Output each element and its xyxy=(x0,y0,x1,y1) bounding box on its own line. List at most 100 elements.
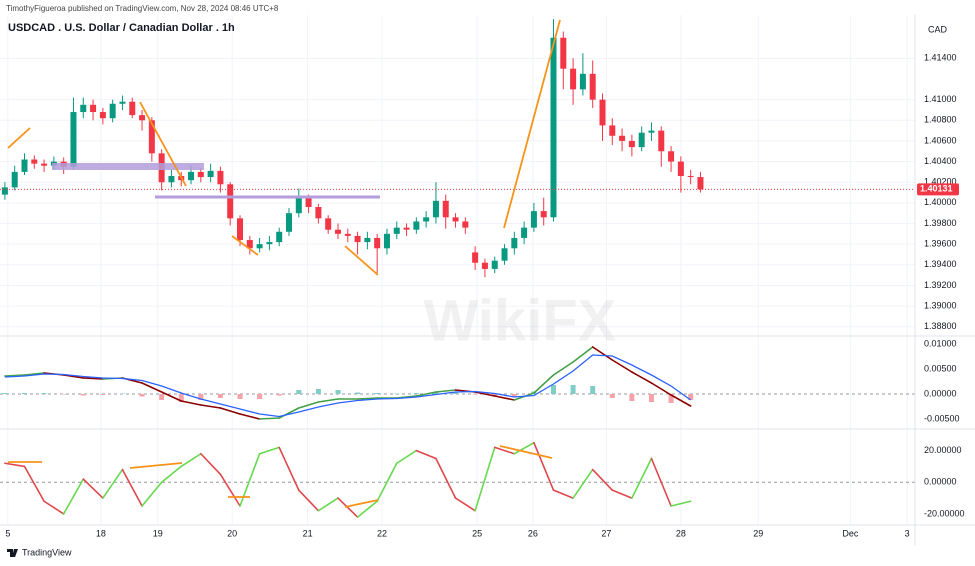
histogram-bar xyxy=(453,392,459,394)
candle-body xyxy=(393,227,400,234)
candle-body xyxy=(119,101,126,104)
candle-body xyxy=(129,101,136,116)
brand-logo xyxy=(7,549,18,557)
y-tick-label: 1.39000 xyxy=(924,300,957,310)
x-tick-label: 18 xyxy=(96,528,106,538)
x-tick-label: 21 xyxy=(303,528,313,538)
series-segment xyxy=(160,465,183,484)
candle-body xyxy=(11,171,18,188)
x-tick-label: 25 xyxy=(472,528,482,538)
series-segment xyxy=(454,497,476,512)
publisher: TimothyFigueroa published on TradingView… xyxy=(6,4,279,13)
candle-body xyxy=(599,99,606,126)
series-segment xyxy=(356,500,378,518)
histogram-bar xyxy=(217,394,223,398)
candle-body xyxy=(413,221,420,230)
candle-body xyxy=(276,231,283,243)
y-tick-label: 1.38800 xyxy=(924,321,957,331)
trendline xyxy=(344,499,379,508)
histogram-bar xyxy=(394,393,400,394)
trendline xyxy=(344,245,379,276)
series-segment xyxy=(43,500,65,515)
histogram-bar xyxy=(688,394,694,400)
candle-body xyxy=(285,213,292,232)
y-tick-label: 0.00000 xyxy=(924,388,957,398)
candle-body xyxy=(668,151,675,162)
chart-title: USDCAD . U.S. Dollar / Canadian Dollar .… xyxy=(8,22,235,34)
series-line xyxy=(4,354,692,418)
candle-body xyxy=(677,161,684,177)
candle-body xyxy=(589,73,596,100)
histogram-bar xyxy=(551,385,557,394)
series-segment xyxy=(572,346,594,363)
histogram-bar xyxy=(668,394,674,403)
y-tick-label: 1.39400 xyxy=(924,259,957,269)
x-tick-label: Dec xyxy=(842,528,859,538)
candle-body xyxy=(188,171,195,181)
candle-body xyxy=(374,237,381,249)
trendline xyxy=(231,235,259,256)
series-segment xyxy=(200,452,222,476)
grid xyxy=(0,15,915,525)
series-segment xyxy=(258,417,281,420)
candle-body xyxy=(540,211,547,218)
candle-body xyxy=(383,233,390,249)
histogram-bar xyxy=(374,393,380,394)
candle-body xyxy=(295,197,302,214)
y-tick-label: 1.39800 xyxy=(924,218,957,228)
series-segment xyxy=(219,473,241,507)
series-segment xyxy=(493,395,516,401)
candle-body xyxy=(501,248,508,261)
candle-body xyxy=(334,229,341,234)
histogram-bar xyxy=(198,394,204,400)
y-tick-label: 20.00000 xyxy=(924,445,962,455)
candle-body xyxy=(305,197,312,207)
candle-body xyxy=(423,217,430,222)
series-segment xyxy=(435,389,457,393)
histogram-bar xyxy=(590,386,596,394)
y-tick-label: 1.41000 xyxy=(924,94,957,104)
series-segment xyxy=(180,400,202,406)
histogram-bar xyxy=(61,394,67,395)
histogram-bar xyxy=(570,385,576,394)
candle-body xyxy=(139,115,146,121)
histogram-bar xyxy=(355,392,361,394)
series-segment xyxy=(533,374,555,394)
series-segment xyxy=(4,462,26,468)
x-tick-label: 5 xyxy=(5,528,10,538)
y-tick-label: 1.39600 xyxy=(924,239,957,249)
series-segment xyxy=(62,374,85,379)
series-segment xyxy=(180,452,202,468)
candle-body xyxy=(227,184,234,219)
x-tick-label: 3 xyxy=(905,528,910,538)
trendlines xyxy=(7,19,561,508)
candle-body xyxy=(609,125,616,136)
series-segment xyxy=(611,489,633,499)
series-segment xyxy=(513,441,535,455)
candle-body xyxy=(442,200,449,218)
y-tick-label: 1.40200 xyxy=(924,177,957,187)
series-segment xyxy=(219,407,241,415)
candle-body xyxy=(638,132,645,148)
x-tick-label: 26 xyxy=(528,528,538,538)
candle-body xyxy=(1,187,8,195)
series-segment xyxy=(435,457,457,499)
series-segment xyxy=(337,497,359,518)
brand: TradingView xyxy=(22,547,72,557)
series-segment xyxy=(82,377,104,380)
histogram-bar xyxy=(2,393,8,394)
candle-body xyxy=(99,112,106,119)
series-segment xyxy=(533,441,555,491)
candle-body xyxy=(21,159,28,172)
candle-body xyxy=(80,104,87,113)
histogram-bar xyxy=(119,393,125,394)
histogram-bar xyxy=(276,394,282,396)
candle-body xyxy=(31,159,38,164)
y-tick-label: 1.39200 xyxy=(924,280,957,290)
candle-body xyxy=(168,176,175,183)
candle-body xyxy=(197,171,204,178)
candle-body xyxy=(315,207,322,219)
series-segment xyxy=(631,371,653,384)
candle-body xyxy=(148,120,155,154)
